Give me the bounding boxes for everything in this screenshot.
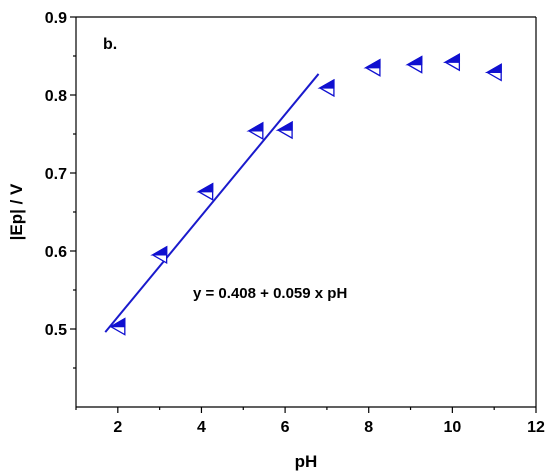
data-point — [108, 317, 126, 336]
ticks-group: 2 4 6 8 10 12 0.5 0.6 0.7 0.8 0.9 — [45, 10, 545, 436]
y-axis-title: |Ep| / V — [7, 183, 26, 240]
data-points-group — [108, 53, 502, 336]
data-point — [246, 121, 264, 141]
fit-line-group — [104, 73, 320, 333]
y-tick-label: 0.9 — [45, 10, 67, 27]
x-tick-label: 2 — [113, 419, 122, 436]
data-point — [442, 53, 461, 72]
data-point — [275, 120, 293, 140]
data-point — [150, 245, 168, 265]
x-tick-label: 6 — [281, 419, 290, 436]
fit-equation-annotation: y = 0.408 + 0.059 x pH — [193, 285, 347, 302]
y-tick-label: 0.5 — [45, 322, 67, 339]
x-tick-label: 10 — [443, 419, 461, 436]
y-tick-label: 0.7 — [45, 166, 67, 183]
x-axis-title: pH — [295, 452, 318, 471]
x-tick-label: 12 — [527, 419, 545, 436]
x-tick-label: 8 — [364, 419, 373, 436]
data-point — [484, 63, 502, 82]
x-tick-label: 4 — [197, 419, 206, 436]
plot-area — [75, 16, 537, 408]
data-point — [363, 58, 381, 77]
linear-fit-line — [104, 73, 320, 333]
data-point — [317, 78, 335, 98]
data-point — [196, 182, 214, 201]
panel-label: b. — [103, 36, 117, 53]
data-point — [405, 55, 423, 74]
y-tick-label: 0.8 — [45, 88, 67, 105]
y-tick-label: 0.6 — [45, 244, 67, 261]
